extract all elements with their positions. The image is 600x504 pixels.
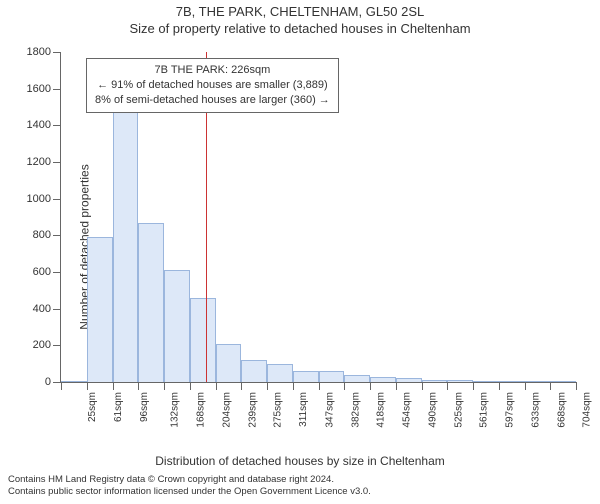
histogram-bar: [87, 237, 113, 382]
x-tick: [61, 382, 62, 390]
x-axis-label: Distribution of detached houses by size …: [0, 454, 600, 468]
histogram-bar: [499, 381, 525, 382]
x-tick-label: 382sqm: [350, 392, 361, 428]
x-tick: [525, 382, 526, 390]
footnote-line-1: Contains HM Land Registry data © Crown c…: [8, 474, 592, 486]
y-tick-label: 1600: [27, 83, 51, 95]
x-tick-label: 168sqm: [196, 392, 207, 428]
x-tick: [370, 382, 371, 390]
chart-area: Number of detached properties 0200400600…: [0, 42, 600, 452]
histogram-bar: [241, 360, 267, 382]
x-tick: [241, 382, 242, 390]
footnote-line-2: Contains public sector information licen…: [8, 486, 592, 498]
x-tick: [344, 382, 345, 390]
y-tick-label: 1400: [27, 119, 51, 131]
x-tick: [113, 382, 114, 390]
y-tick: [53, 89, 61, 90]
x-tick: [447, 382, 448, 390]
histogram-bar: [138, 223, 164, 383]
histogram-bar: [447, 380, 473, 382]
x-tick: [267, 382, 268, 390]
title-subtitle: Size of property relative to detached ho…: [0, 21, 600, 36]
y-tick: [53, 272, 61, 273]
y-tick-label: 1000: [27, 193, 51, 205]
y-tick: [53, 345, 61, 346]
histogram-bar: [190, 298, 216, 382]
x-tick-label: 311sqm: [298, 392, 309, 427]
histogram-bar: [370, 377, 396, 383]
y-tick-label: 800: [33, 229, 51, 241]
histogram-bar: [113, 111, 139, 382]
x-tick-label: 561sqm: [479, 392, 490, 428]
y-tick: [53, 309, 61, 310]
x-tick: [216, 382, 217, 390]
y-tick: [53, 235, 61, 236]
histogram-bar: [164, 270, 190, 382]
plot-region: 02004006008001000120014001600180025sqm61…: [60, 52, 576, 383]
x-tick-label: 61sqm: [113, 392, 124, 422]
histogram-bar: [293, 371, 319, 382]
legend-line-1: 7B THE PARK: 226sqm: [95, 63, 330, 78]
x-tick-label: 239sqm: [247, 392, 258, 428]
x-tick-label: 668sqm: [556, 392, 567, 428]
histogram-bar: [344, 375, 370, 382]
x-tick-label: 454sqm: [402, 392, 413, 428]
x-tick: [164, 382, 165, 390]
histogram-bar: [525, 381, 551, 382]
x-tick: [473, 382, 474, 390]
histogram-bar: [396, 378, 422, 382]
x-tick-label: 96sqm: [139, 392, 150, 422]
histogram-bar: [422, 380, 448, 382]
x-tick-label: 633sqm: [530, 392, 541, 428]
y-tick: [53, 125, 61, 126]
x-tick-label: 275sqm: [273, 392, 284, 428]
legend-line-2: ← 91% of detached houses are smaller (3,…: [95, 78, 330, 93]
histogram-bar: [267, 364, 293, 382]
x-tick-label: 347sqm: [324, 392, 335, 428]
histogram-bar: [216, 344, 242, 383]
x-tick: [422, 382, 423, 390]
y-tick: [53, 382, 61, 383]
legend-box: 7B THE PARK: 226sqm ← 91% of detached ho…: [86, 58, 339, 113]
footnote: Contains HM Land Registry data © Crown c…: [0, 468, 600, 498]
x-tick-label: 525sqm: [453, 392, 464, 428]
x-tick: [293, 382, 294, 390]
x-tick-label: 704sqm: [582, 392, 593, 428]
x-tick-label: 25sqm: [87, 392, 98, 422]
x-tick: [499, 382, 500, 390]
y-tick: [53, 162, 61, 163]
x-tick: [576, 382, 577, 390]
histogram-bar: [61, 381, 87, 382]
y-tick: [53, 199, 61, 200]
title-address: 7B, THE PARK, CHELTENHAM, GL50 2SL: [0, 4, 600, 19]
x-tick-label: 418sqm: [376, 392, 387, 428]
histogram-bar: [550, 381, 576, 382]
y-tick-label: 0: [45, 376, 51, 388]
x-tick-label: 490sqm: [427, 392, 438, 428]
y-tick-label: 1200: [27, 156, 51, 168]
histogram-bar: [473, 381, 499, 382]
x-tick-label: 597sqm: [505, 392, 516, 428]
chart-titles: 7B, THE PARK, CHELTENHAM, GL50 2SL Size …: [0, 4, 600, 36]
histogram-bar: [319, 371, 345, 382]
y-tick-label: 600: [33, 266, 51, 278]
y-tick: [53, 52, 61, 53]
y-tick-label: 200: [33, 339, 51, 351]
x-tick: [550, 382, 551, 390]
x-tick: [87, 382, 88, 390]
x-tick-label: 132sqm: [170, 392, 181, 428]
y-tick-label: 1800: [27, 46, 51, 58]
y-tick-label: 400: [33, 303, 51, 315]
x-tick: [190, 382, 191, 390]
x-tick: [396, 382, 397, 390]
x-tick: [319, 382, 320, 390]
legend-line-3: 8% of semi-detached houses are larger (3…: [95, 93, 330, 108]
x-tick-label: 204sqm: [221, 392, 232, 428]
x-tick: [138, 382, 139, 390]
